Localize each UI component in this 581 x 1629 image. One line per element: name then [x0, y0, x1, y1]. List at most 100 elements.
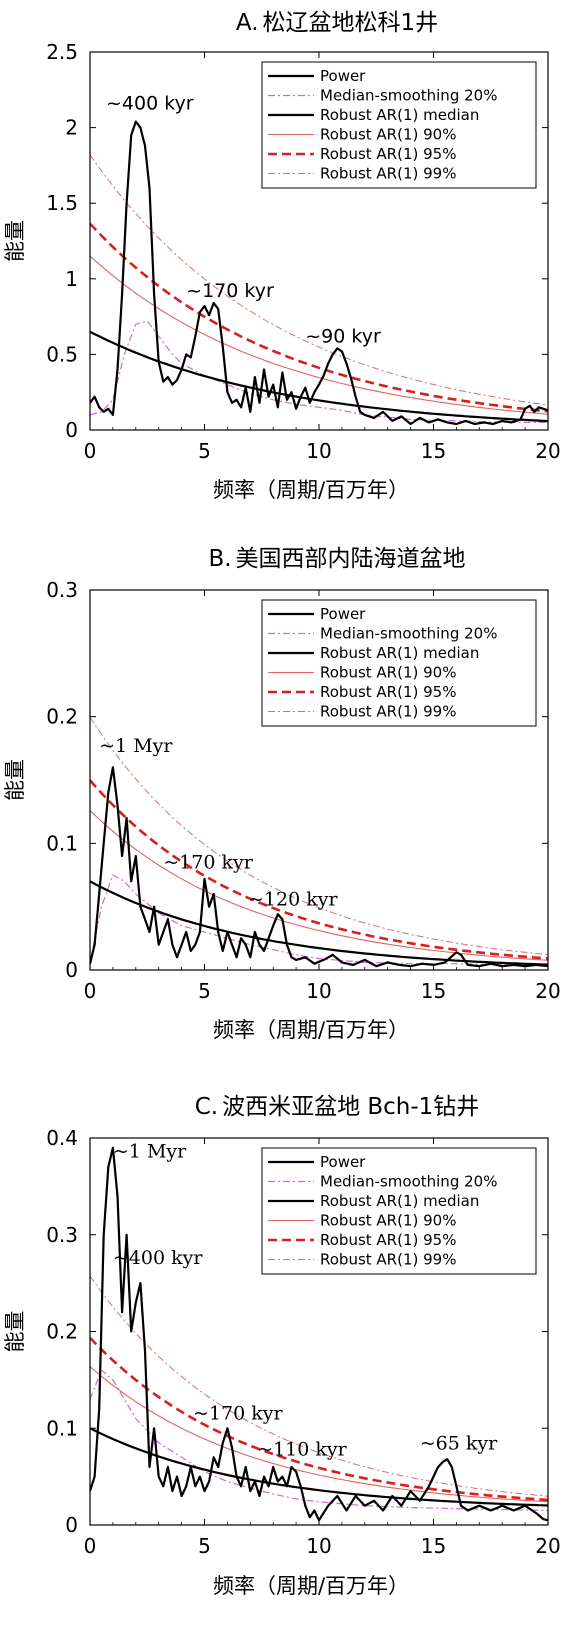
- legend-label: Robust AR(1) 95%: [320, 145, 456, 163]
- x-tick-label: 5: [198, 439, 211, 463]
- y-tick-label: 1: [65, 267, 78, 291]
- legend-label: Robust AR(1) 95%: [320, 683, 456, 701]
- peak-annotation: ~65 kyr: [420, 1433, 498, 1455]
- x-tick-label: 10: [306, 439, 331, 463]
- x-tick-label: 15: [421, 439, 446, 463]
- peak-annotation: ~1 Myr: [113, 1140, 187, 1162]
- series-ar90: [90, 255, 548, 415]
- chart-title-letter: B.: [208, 546, 231, 572]
- chart-title: B. 美国西部内陆海道盆地: [208, 546, 465, 572]
- y-axis-label: 能量: [3, 759, 27, 801]
- series-median-smoothing: [90, 1369, 548, 1512]
- y-tick-label: 0.1: [46, 1416, 78, 1440]
- peak-annotation: ~400 kyr: [106, 92, 194, 114]
- y-tick-label: 0.5: [46, 342, 78, 366]
- x-tick-label: 10: [306, 979, 331, 1003]
- legend-label: Robust AR(1) 90%: [320, 126, 456, 144]
- series-ar90: [90, 810, 548, 961]
- panel-b: B. 美国西部内陆海道盆地 0 5 10 15 20 0 0.1 0.2 0.3 频率（周期/百万年）…: [3, 546, 561, 1042]
- peak-annotation: ~120 kyr: [248, 888, 338, 910]
- legend-box: [261, 1147, 537, 1275]
- x-tick-label: 10: [306, 1534, 331, 1558]
- series-ar95: [90, 1336, 548, 1502]
- series-power: [90, 766, 548, 968]
- panel-c: C. 波西米亚盆地 Bch-1钻井 0 5 10 15 20 0 0.1 0.2 0.3 0.4 频率（…: [3, 1094, 561, 1598]
- series-ar95: [90, 222, 548, 413]
- y-tick-label: 0: [65, 958, 78, 982]
- legend-label: Robust AR(1) 99%: [320, 1251, 456, 1269]
- y-axis-label: 能量: [3, 220, 27, 262]
- legend-label: Robust AR(1) 90%: [320, 1212, 456, 1230]
- x-tick-label: 5: [198, 1534, 211, 1558]
- y-tick-label: 0.4: [46, 1126, 78, 1150]
- x-tick-label: 15: [421, 979, 446, 1003]
- x-tick-label: 20: [535, 1534, 560, 1558]
- series-median-smoothing: [90, 320, 548, 423]
- plot-area: [90, 717, 548, 968]
- x-tick-label: 5: [198, 979, 211, 1003]
- legend-label: Median-smoothing 20%: [320, 1173, 497, 1191]
- chart-title-letter: A.: [236, 10, 259, 36]
- series-median-smoothing: [90, 874, 548, 966]
- legend-label: Robust AR(1) median: [320, 644, 479, 662]
- y-tick-label: 0.3: [46, 578, 78, 602]
- y-tick-label: 0.2: [46, 705, 78, 729]
- y-tick-label: 0.1: [46, 831, 78, 855]
- series-power: [90, 1146, 548, 1522]
- y-tick-label: 0: [65, 1513, 78, 1537]
- series-ar-median: [90, 880, 548, 966]
- y-tick-label: 2: [65, 116, 78, 140]
- peak-annotation: ~90 kyr: [305, 325, 381, 347]
- chart-title: C. 波西米亚盆地 Bch-1钻井: [195, 1094, 480, 1120]
- legend-label: Robust AR(1) 90%: [320, 664, 456, 682]
- peak-annotation: ~170 kyr: [193, 1403, 283, 1425]
- series-ar99: [90, 154, 548, 406]
- legend-label: Power: [320, 605, 366, 623]
- y-tick-label: 0: [65, 418, 78, 442]
- x-axis-label: 频率（周期/百万年）: [213, 1574, 409, 1598]
- chart-title: A. 松辽盆地松科1井: [236, 10, 438, 36]
- series-ar95: [90, 779, 548, 960]
- peak-annotation: ~400 kyr: [113, 1247, 203, 1269]
- legend-label: Median-smoothing 20%: [320, 625, 497, 643]
- legend-label: Robust AR(1) 99%: [320, 165, 456, 183]
- x-tick-label: 0: [84, 439, 97, 463]
- x-axis-label: 频率（周期/百万年）: [213, 1018, 409, 1042]
- chart-title-letter: C.: [195, 1094, 218, 1120]
- series-ar-median: [90, 330, 548, 423]
- x-tick-label: 0: [84, 1534, 97, 1558]
- legend-label: Robust AR(1) median: [320, 1192, 479, 1210]
- legend-label: Robust AR(1) 99%: [320, 703, 456, 721]
- chart-title-text: 波西米亚盆地 Bch-1钻井: [222, 1094, 479, 1120]
- peak-annotation: ~170 kyr: [163, 852, 253, 874]
- x-axis-label: 频率（周期/百万年）: [213, 478, 409, 502]
- y-tick-label: 1.5: [46, 191, 78, 215]
- legend-label: Power: [320, 67, 366, 85]
- legend-box: [261, 61, 537, 189]
- y-axis-label: 能量: [3, 1311, 27, 1353]
- x-tick-label: 20: [535, 979, 560, 1003]
- peak-annotation: ~110 kyr: [257, 1438, 347, 1460]
- peak-annotation: ~170 kyr: [186, 280, 274, 302]
- legend-box: [261, 599, 537, 727]
- legend-label: Robust AR(1) median: [320, 106, 479, 124]
- y-tick-label: 0.3: [46, 1223, 78, 1247]
- x-tick-label: 15: [421, 1534, 446, 1558]
- legend-label: Power: [320, 1153, 366, 1171]
- series-ar99: [90, 717, 548, 956]
- series-power: [90, 120, 548, 426]
- x-tick-label: 20: [535, 439, 560, 463]
- series-ar-median: [90, 1427, 548, 1507]
- legend-label: Median-smoothing 20%: [320, 87, 497, 105]
- peak-annotation: ~1 Myr: [99, 735, 173, 757]
- plot-area: [90, 120, 548, 426]
- series-ar90: [90, 1366, 548, 1503]
- chart-title-text: 松辽盆地松科1井: [263, 10, 439, 36]
- y-tick-label: 2.5: [46, 40, 78, 64]
- series-ar99: [90, 1275, 548, 1497]
- legend-label: Robust AR(1) 95%: [320, 1231, 456, 1249]
- y-tick-label: 0.2: [46, 1320, 78, 1344]
- x-tick-label: 0: [84, 979, 97, 1003]
- chart-title-text: 美国西部内陆海道盆地: [236, 546, 466, 572]
